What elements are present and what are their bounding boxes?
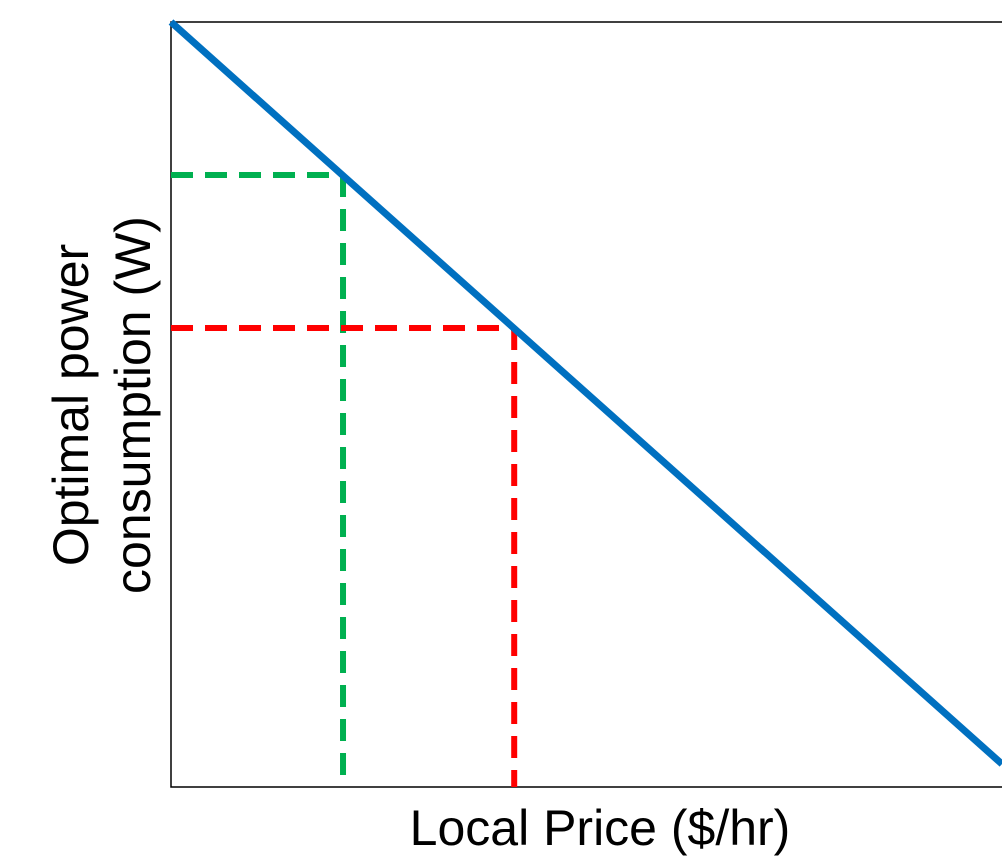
data-line [168, 19, 1002, 767]
y-axis-label-line: Optimal power [43, 244, 99, 566]
x-axis-label: Local Price ($/hr) [410, 800, 791, 856]
y-axis-label-line: consumption (W) [105, 216, 161, 594]
plot-frame [170, 21, 1002, 788]
y-axis-label: Optimal power consumption (W) [43, 216, 161, 594]
